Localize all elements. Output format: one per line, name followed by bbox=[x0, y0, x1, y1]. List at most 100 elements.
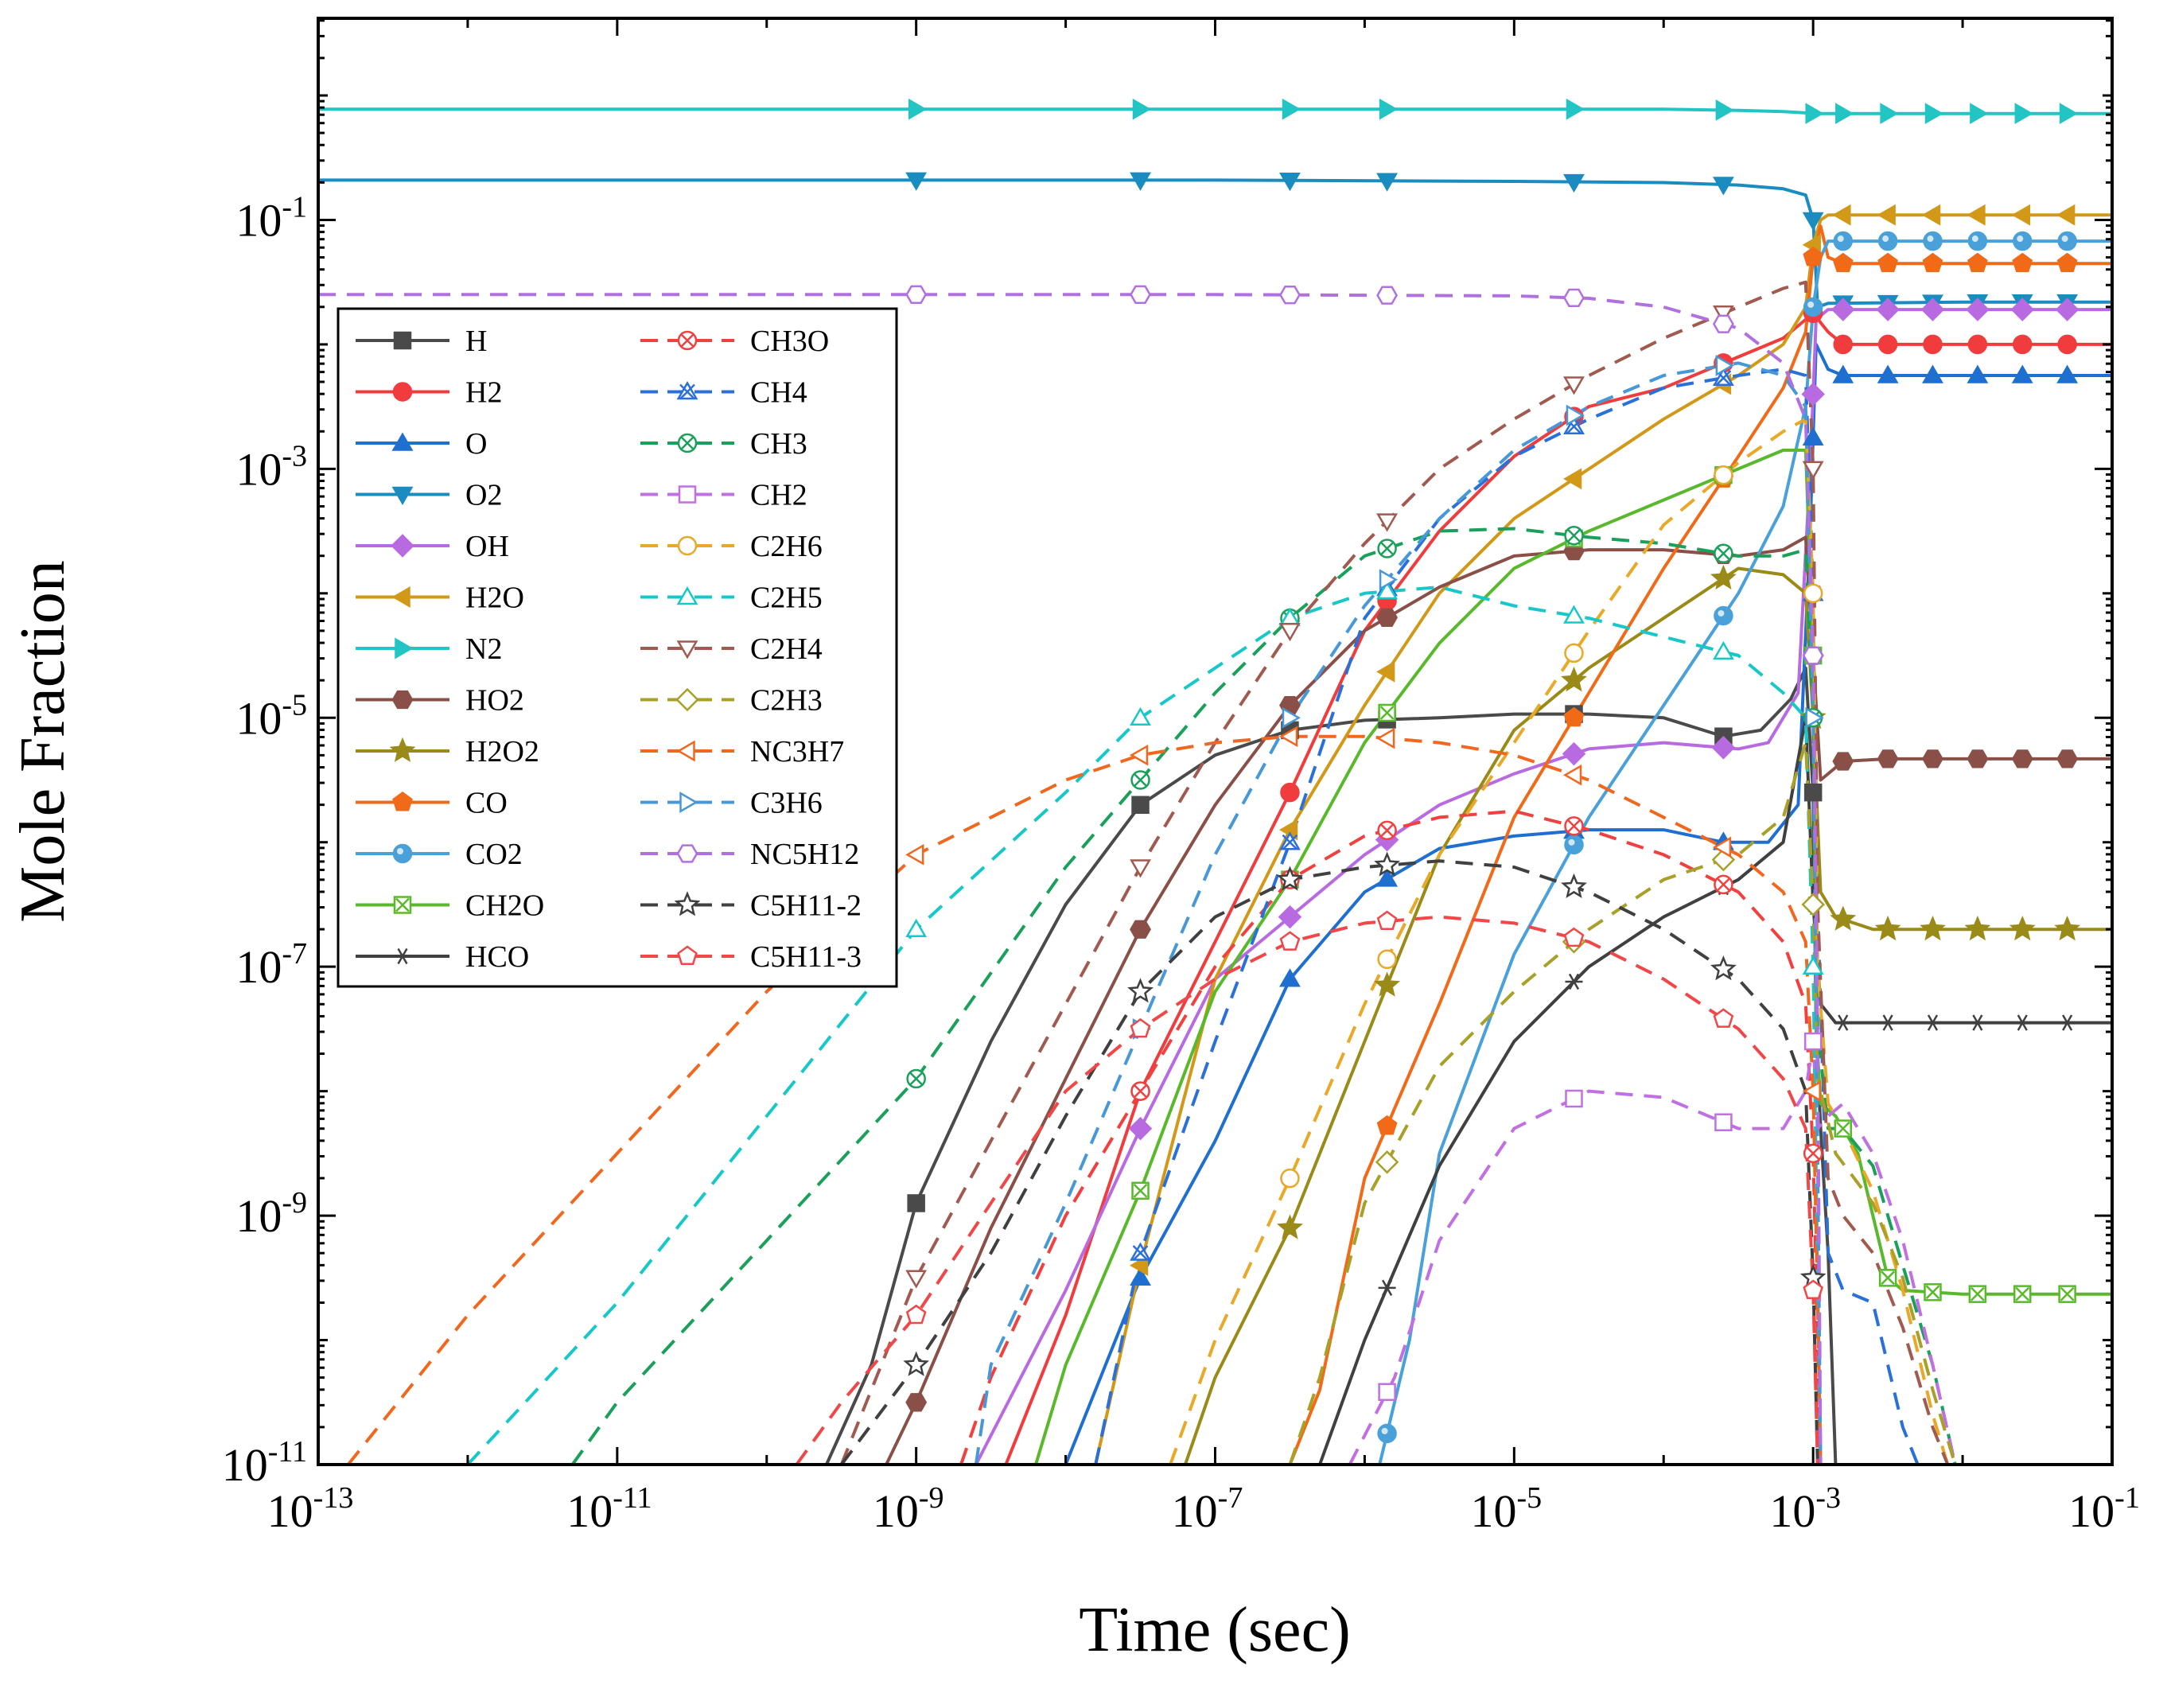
series-line-c2h6 bbox=[1169, 417, 1950, 1465]
legend-marker bbox=[674, 891, 701, 916]
legend-item: CH3O bbox=[640, 325, 829, 358]
marker-c5h11-2 bbox=[903, 1351, 930, 1376]
marker-ch3o bbox=[1377, 820, 1397, 841]
legend-item: C3H6 bbox=[640, 787, 823, 820]
marker-ho2 bbox=[905, 1393, 928, 1412]
legend-label: C2H4 bbox=[750, 632, 823, 666]
y-tick-label: 10-7 bbox=[235, 937, 307, 993]
legend-item: C2H3 bbox=[640, 684, 823, 718]
marker-c3h6 bbox=[1805, 706, 1824, 729]
marker-co2 bbox=[1803, 297, 1823, 317]
legend-marker bbox=[391, 534, 414, 558]
y-tick-label: 10-5 bbox=[235, 688, 307, 744]
marker-c5h11-3 bbox=[1376, 910, 1398, 931]
marker-ch2o bbox=[1378, 703, 1396, 722]
marker-hco bbox=[1924, 1014, 1942, 1031]
marker-n2 bbox=[908, 98, 928, 120]
legend-marker bbox=[391, 432, 414, 451]
legend-label: H2O bbox=[465, 582, 524, 615]
marker-c2h5 bbox=[1376, 581, 1399, 600]
marker-ch4 bbox=[1130, 1242, 1151, 1261]
marker-h2o bbox=[1562, 468, 1582, 490]
marker-nc5h12 bbox=[1802, 646, 1824, 665]
marker-ho2 bbox=[1130, 920, 1151, 939]
marker-c5h11-3 bbox=[1713, 1008, 1734, 1028]
legend-marker bbox=[676, 586, 698, 605]
marker-co2 bbox=[1877, 231, 1898, 251]
marker-nc3h7 bbox=[1376, 727, 1395, 749]
x-tick-label: 10-7 bbox=[1172, 1481, 1243, 1537]
legend-label: CH2 bbox=[750, 479, 807, 512]
legend-marker bbox=[676, 844, 698, 863]
legend-marker bbox=[392, 382, 413, 402]
legend-label: CH4 bbox=[750, 376, 807, 410]
marker-c3h6 bbox=[1379, 569, 1399, 591]
marker-c2h6 bbox=[1564, 643, 1584, 663]
marker-oh bbox=[1128, 1116, 1153, 1141]
marker-h2o2 bbox=[1276, 1214, 1303, 1239]
series-line-hco bbox=[1318, 716, 2112, 1465]
marker-h bbox=[1131, 796, 1150, 815]
marker-h bbox=[1803, 783, 1823, 802]
marker-oh bbox=[1562, 741, 1586, 766]
marker-layer bbox=[903, 98, 2080, 1444]
marker-co2 bbox=[2057, 231, 2077, 251]
marker-ch3o bbox=[1130, 1081, 1150, 1101]
marker-c2h4 bbox=[1563, 376, 1585, 395]
legend-label: O2 bbox=[465, 479, 502, 512]
legend-item: O bbox=[356, 427, 487, 461]
legend-item: C5H11-3 bbox=[640, 940, 862, 974]
marker-ch3o bbox=[1714, 874, 1733, 895]
marker-h2o2 bbox=[1710, 564, 1737, 590]
marker-o bbox=[2011, 364, 2033, 383]
legend-item: C2H4 bbox=[640, 632, 823, 666]
marker-h2 bbox=[1877, 334, 1898, 355]
marker-h2o bbox=[2011, 204, 2031, 226]
legend-label: CH3 bbox=[750, 427, 807, 461]
legend-marker bbox=[395, 637, 414, 659]
marker-oh bbox=[1966, 298, 1990, 321]
legend-marker bbox=[676, 740, 695, 762]
marker-ch3 bbox=[1130, 770, 1150, 790]
marker-c2h3 bbox=[1801, 893, 1825, 916]
marker-nc3h7 bbox=[1712, 836, 1732, 858]
marker-o bbox=[1967, 364, 1989, 383]
marker-nc5h12 bbox=[905, 285, 928, 304]
marker-n2 bbox=[1132, 98, 1152, 120]
legend-label: C5H11-3 bbox=[750, 940, 862, 974]
legend-marker bbox=[678, 485, 697, 504]
marker-ho2 bbox=[1376, 608, 1399, 627]
legend-label: CH2O bbox=[465, 889, 544, 923]
marker-c2h4 bbox=[1376, 513, 1399, 532]
legend-label: CO bbox=[465, 787, 508, 820]
legend-item: HCO bbox=[356, 940, 529, 974]
series-line-h2o2 bbox=[1184, 566, 2112, 1465]
marker-hco bbox=[1879, 1014, 1897, 1031]
legend-label: H bbox=[465, 325, 487, 358]
legend-label: C2H6 bbox=[750, 530, 823, 563]
legend-label: N2 bbox=[465, 632, 502, 666]
marker-co2 bbox=[1564, 835, 1584, 855]
marker-ho2 bbox=[2011, 749, 2033, 768]
series-line-ch3 bbox=[570, 527, 1957, 1465]
legend-item: CH2O bbox=[356, 889, 544, 923]
marker-o2 bbox=[1713, 177, 1734, 196]
marker-h2o bbox=[1129, 1255, 1149, 1277]
legend-item: OH bbox=[356, 530, 509, 563]
marker-h2o2 bbox=[2054, 915, 2080, 941]
y-tick-label: 10-9 bbox=[235, 1186, 307, 1242]
marker-n2 bbox=[2059, 103, 2079, 125]
x-tick-label: 10-3 bbox=[1769, 1481, 1841, 1537]
marker-o bbox=[1802, 426, 1824, 446]
legend-marker bbox=[677, 945, 698, 965]
marker-ch2 bbox=[1378, 1383, 1396, 1401]
marker-c2h4 bbox=[905, 1270, 928, 1289]
x-tick-label: 10-1 bbox=[2068, 1481, 2140, 1537]
legend-item: O2 bbox=[356, 479, 502, 512]
series-line-h2o bbox=[1094, 213, 2112, 1465]
legend-marker bbox=[392, 791, 413, 811]
marker-ch3 bbox=[1714, 543, 1733, 564]
marker-co bbox=[1563, 706, 1585, 727]
marker-h2 bbox=[1967, 334, 1988, 355]
marker-n2 bbox=[1805, 103, 1824, 125]
